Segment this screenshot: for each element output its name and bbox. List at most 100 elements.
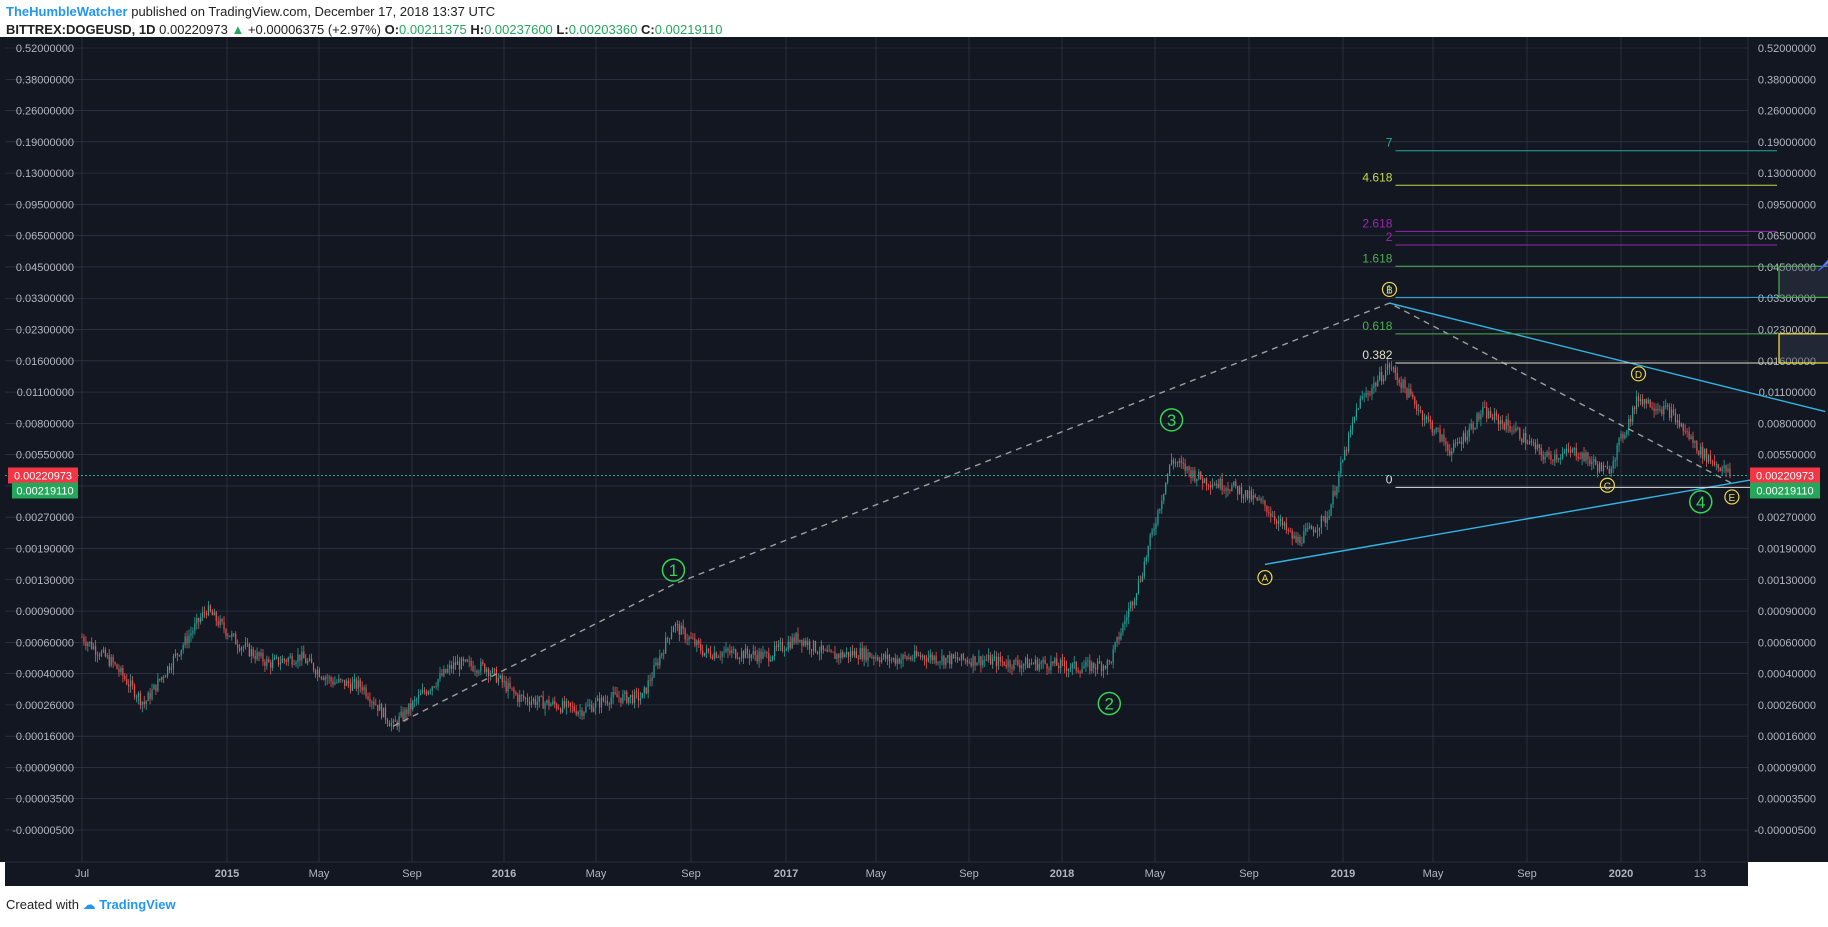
y-tick-label-left: 0.00026000 [16, 700, 74, 712]
candle-body [139, 693, 141, 705]
candle-body [174, 653, 176, 657]
candle-body [1540, 448, 1542, 455]
candle-body [1612, 461, 1614, 469]
candle-body [772, 656, 774, 660]
candle-body [1451, 451, 1453, 455]
candle-body [1139, 580, 1142, 582]
candle-body [1614, 459, 1616, 462]
y-tick-label-right: 0.00800000 [1758, 418, 1816, 430]
candle-body [1178, 460, 1180, 464]
candle-body [637, 692, 640, 701]
candle-body [1630, 418, 1632, 422]
candle-body [739, 658, 741, 659]
candle-body [879, 660, 881, 663]
candle-body [433, 686, 435, 688]
candle-body [1250, 490, 1252, 500]
candle-body [910, 657, 912, 660]
candle-body [416, 699, 418, 701]
symbol-name: BITTREX:DOGEUSD, 1D [6, 22, 156, 37]
candle-body [379, 704, 381, 711]
candle-body [342, 679, 344, 681]
left-current-price-tag-bg [8, 467, 78, 484]
candle-body [453, 662, 455, 669]
candle-body [262, 652, 264, 662]
candle-body [770, 659, 772, 662]
candle-body [561, 700, 564, 713]
candle-body [1441, 434, 1443, 442]
candle-body [1528, 440, 1531, 444]
candle-body [828, 650, 830, 652]
candle-body [1028, 663, 1031, 668]
y-tick-label-left: 0.00800000 [16, 418, 74, 430]
candle-body [595, 700, 597, 708]
fib-level-label: 0.382 [1362, 348, 1392, 362]
candle-body [1071, 663, 1073, 669]
candle-body [779, 642, 782, 644]
candle-body [1729, 468, 1731, 476]
candle-body [1482, 406, 1484, 415]
candle-body [563, 700, 566, 708]
candle-body [1682, 423, 1684, 432]
y-tick-label-left: 0.04500000 [16, 262, 74, 274]
candle-body [1137, 580, 1140, 594]
candle-body [803, 640, 805, 646]
candle-body [480, 661, 482, 672]
candle-body [474, 670, 476, 672]
candle-body [711, 656, 713, 659]
candle-body [519, 695, 521, 702]
candle-body [988, 654, 990, 660]
candle-body [1536, 444, 1538, 450]
candle-body [914, 651, 916, 659]
tradingview-brand-link[interactable]: TradingView [99, 897, 176, 912]
y-tick-label-right: 0.06500000 [1758, 231, 1816, 243]
candle-body [460, 658, 462, 670]
candle-body [1509, 425, 1511, 432]
author-link[interactable]: TheHumbleWatcher [6, 4, 128, 19]
candle-body [1363, 396, 1365, 398]
candle-body [1283, 522, 1285, 526]
y-tick-label-right: 0.00060000 [1758, 637, 1816, 649]
candle-body [1581, 452, 1583, 459]
candle-body [1595, 459, 1597, 465]
candle-body [157, 678, 159, 692]
candle-body [344, 679, 346, 686]
candle-body [1180, 460, 1182, 463]
candle-body [1653, 408, 1655, 411]
candle-body [198, 618, 200, 622]
x-tick-label: 2017 [774, 868, 798, 880]
candle-body [575, 710, 577, 715]
candle-body [1538, 444, 1540, 449]
x-tick-label: Sep [681, 868, 701, 880]
candle-body [443, 669, 445, 676]
candle-body [974, 656, 976, 666]
candle-body [89, 641, 91, 644]
candle-body [530, 701, 533, 705]
candle-body [1034, 659, 1036, 665]
candle-body [1320, 516, 1322, 528]
candle-body [1209, 485, 1212, 488]
candle-body [1254, 495, 1256, 498]
candle-body [410, 703, 412, 709]
candle-body [1153, 528, 1155, 531]
candle-body [1207, 485, 1210, 487]
candle-body [1392, 367, 1394, 369]
candle-body [1381, 371, 1383, 382]
abcde-label-text: D [1635, 370, 1642, 381]
candle-body [301, 651, 303, 661]
candle-body [661, 653, 663, 656]
candle-body [1297, 537, 1299, 543]
candle-body [1227, 488, 1229, 491]
candle-body [571, 706, 573, 707]
candle-body [1005, 665, 1007, 667]
candle-body [400, 711, 402, 717]
candle-body [1067, 668, 1070, 671]
y-tick-label-left: 0.00270000 [16, 512, 74, 524]
fib-level-label: 1 [1386, 282, 1393, 296]
x-tick-label: Jul [75, 868, 89, 880]
candle-body [260, 652, 262, 657]
candle-body [1023, 663, 1025, 666]
candle-body [668, 638, 671, 640]
candle-body [1163, 493, 1165, 501]
